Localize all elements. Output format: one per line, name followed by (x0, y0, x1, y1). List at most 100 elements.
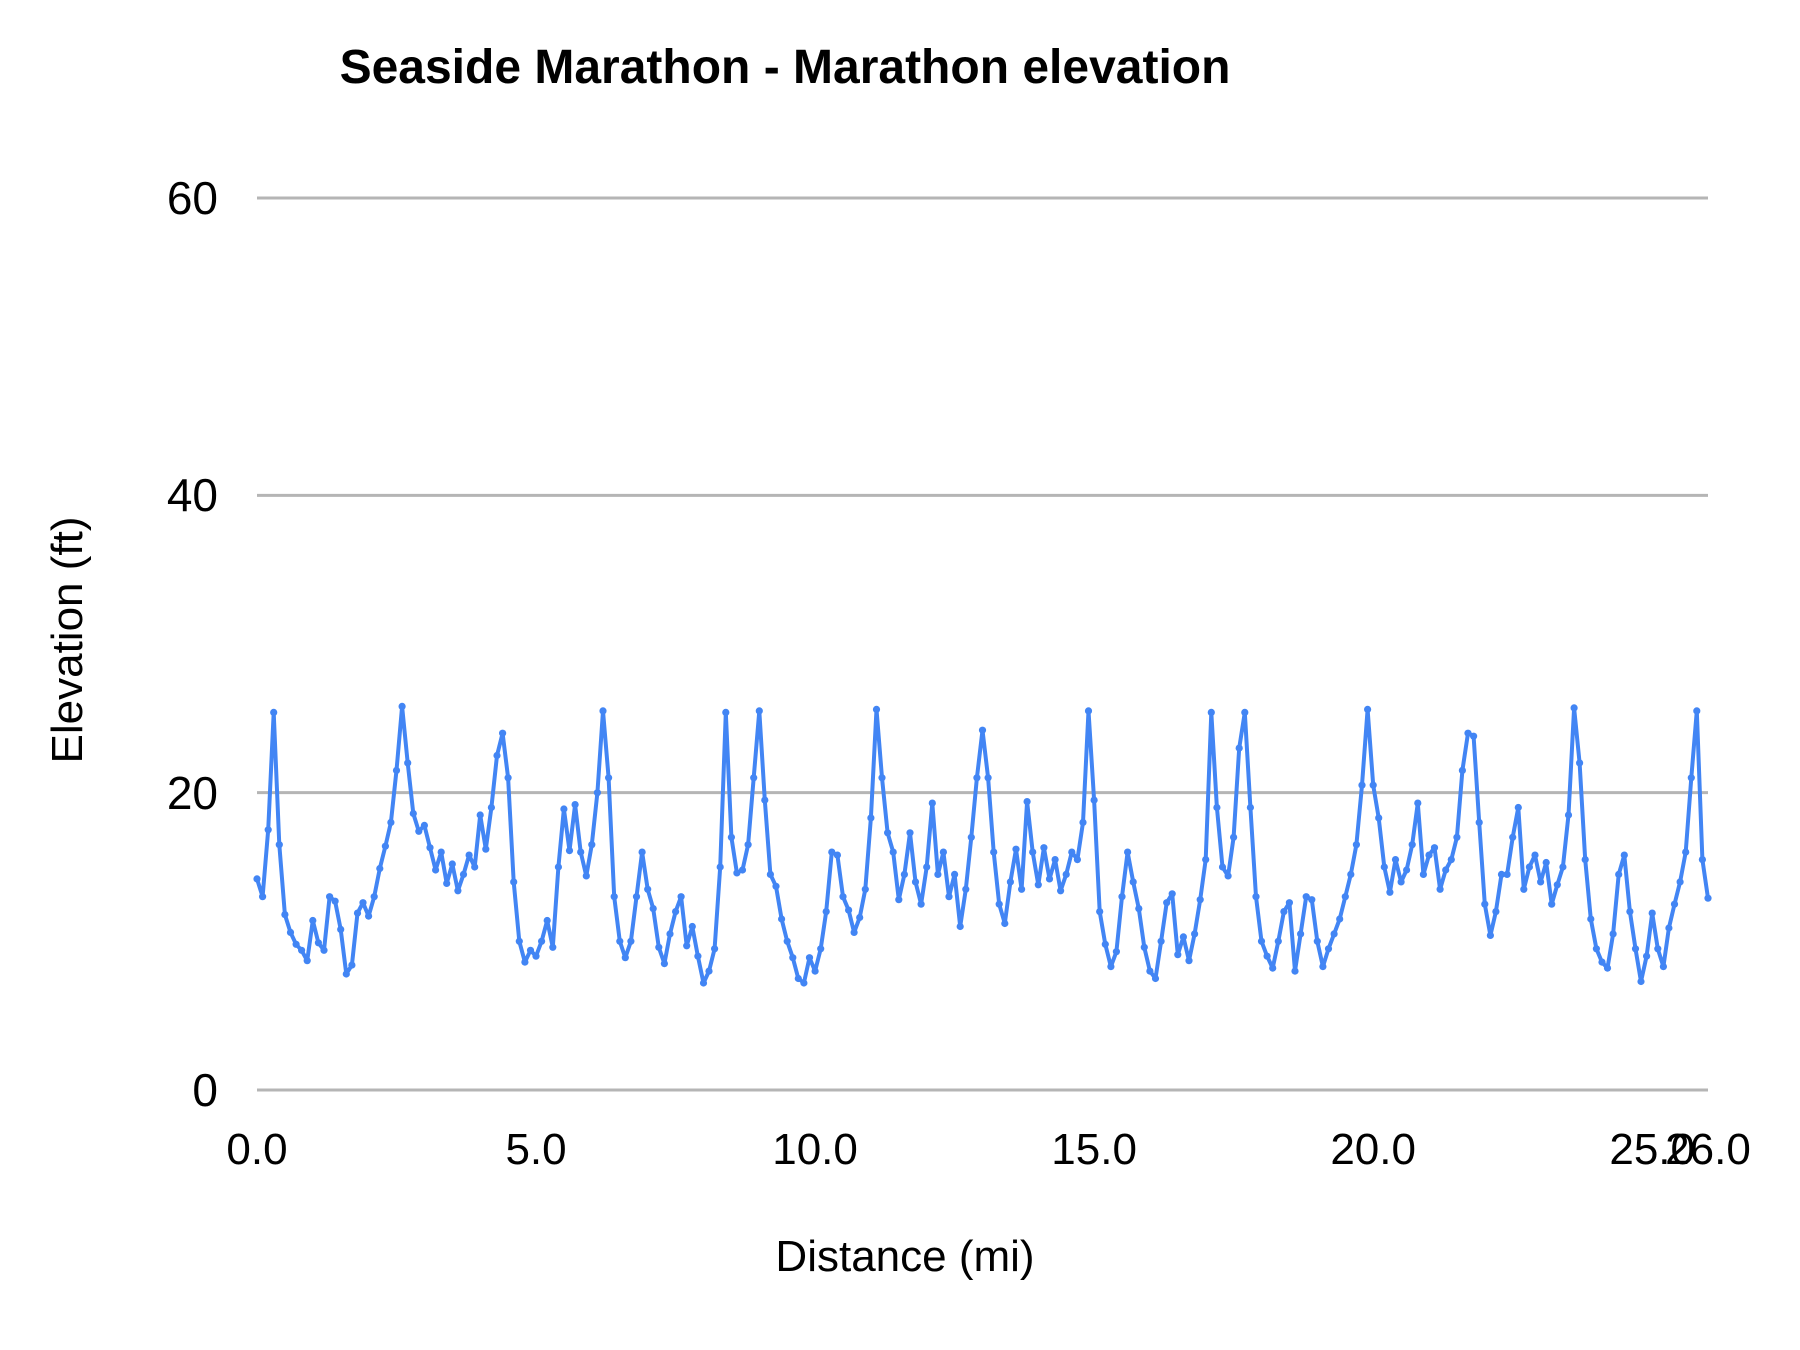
data-point-marker (1096, 908, 1104, 916)
data-point-marker (1207, 708, 1215, 717)
data-point-marker (1118, 893, 1126, 901)
data-point-marker (471, 863, 479, 871)
data-point-marker (889, 848, 897, 856)
data-point-marker (582, 872, 590, 880)
data-point-marker (1168, 890, 1176, 898)
data-point-marker (432, 866, 440, 874)
data-point-marker (1129, 878, 1137, 886)
chart-title: Seaside Marathon - Marathon elevation (339, 41, 1231, 94)
y-tick-label: 60 (166, 172, 218, 224)
data-point-marker (845, 906, 853, 914)
data-point-marker (761, 796, 769, 804)
data-point-marker (1068, 848, 1076, 856)
data-point-marker (1319, 963, 1327, 971)
data-point-marker (939, 848, 948, 856)
data-point-marker (493, 751, 501, 760)
data-point-marker (1414, 799, 1422, 807)
data-point-marker (1643, 952, 1651, 960)
data-point-marker (906, 829, 914, 837)
data-point-marker (465, 851, 473, 859)
data-point-marker (1302, 893, 1310, 901)
data-point-marker (264, 826, 272, 834)
data-point-marker (515, 937, 523, 945)
data-point-marker (995, 900, 1003, 908)
data-point-marker (616, 937, 624, 945)
data-point-marker (727, 833, 736, 841)
data-point-marker (1654, 945, 1662, 953)
x-tick-label: 10.0 (772, 1125, 858, 1174)
data-point-marker (571, 801, 579, 809)
data-point-marker (1419, 870, 1427, 879)
data-point-marker (1308, 896, 1316, 904)
data-point-marker (1107, 963, 1115, 971)
data-point-marker (878, 774, 886, 782)
data-point-marker (1034, 881, 1042, 889)
data-point-marker (956, 922, 964, 931)
data-point-marker (1598, 958, 1606, 966)
data-point-marker (1230, 833, 1238, 841)
data-point-marker (510, 878, 518, 886)
data-point-marker (270, 708, 278, 717)
data-point-marker (599, 707, 607, 715)
data-point-marker (415, 827, 423, 835)
data-point-marker (1124, 848, 1132, 856)
data-point-marker (1291, 967, 1299, 975)
data-point-marker (1051, 856, 1059, 864)
data-point-marker (1057, 887, 1065, 895)
data-point-marker (683, 942, 691, 950)
data-point-marker (1369, 781, 1377, 789)
data-point-marker (543, 916, 551, 925)
data-point-marker (655, 943, 663, 951)
data-point-marker (967, 833, 975, 841)
data-point-marker (850, 928, 858, 937)
data-point-marker (1163, 899, 1171, 907)
data-point-marker (811, 967, 819, 975)
data-point-marker (1592, 945, 1600, 953)
data-point-marker (1297, 930, 1305, 938)
data-point-marker (1475, 818, 1483, 827)
data-point-marker (1497, 870, 1506, 879)
data-point-marker (1609, 930, 1617, 938)
data-point-marker (649, 905, 657, 913)
data-point-marker (370, 893, 378, 901)
data-point-marker (800, 979, 808, 987)
data-point-marker (828, 848, 836, 856)
data-point-marker (504, 774, 512, 782)
data-point-marker (1659, 963, 1667, 971)
data-point-marker (1364, 705, 1372, 714)
data-point-marker (1620, 851, 1628, 859)
data-point-marker (526, 946, 535, 954)
data-point-marker (404, 759, 412, 767)
data-point-marker (1269, 964, 1277, 972)
data-point-marker (1520, 885, 1528, 893)
data-point-marker (817, 945, 825, 953)
data-point-marker (666, 930, 674, 938)
data-point-marker (627, 937, 635, 945)
data-point-marker (499, 729, 507, 737)
data-point-marker (1246, 803, 1254, 812)
data-point-marker (1101, 940, 1109, 948)
x-tick-label: 5.0 (505, 1125, 567, 1174)
data-point-marker (1352, 841, 1360, 849)
data-point-marker (1542, 858, 1550, 867)
data-point-marker (1090, 796, 1098, 804)
data-point-marker (733, 869, 741, 877)
data-point-marker (1687, 774, 1695, 782)
data-point-marker (560, 805, 568, 813)
data-point-marker (398, 702, 406, 711)
data-point-marker (711, 945, 719, 953)
data-point-marker (1140, 943, 1148, 951)
data-point-marker (917, 900, 925, 908)
data-point-marker (822, 908, 830, 916)
data-point-marker (1196, 896, 1204, 904)
data-point-marker (1704, 894, 1712, 902)
data-point-marker (320, 946, 328, 954)
data-point-marker (303, 957, 311, 965)
y-tick-label: 0 (192, 1064, 218, 1116)
data-point-marker (1213, 803, 1221, 812)
x-axis-title: Distance (mi) (775, 1232, 1035, 1281)
data-point-marker (1341, 893, 1349, 901)
data-point-marker (353, 909, 362, 917)
data-point-marker (1006, 878, 1015, 886)
